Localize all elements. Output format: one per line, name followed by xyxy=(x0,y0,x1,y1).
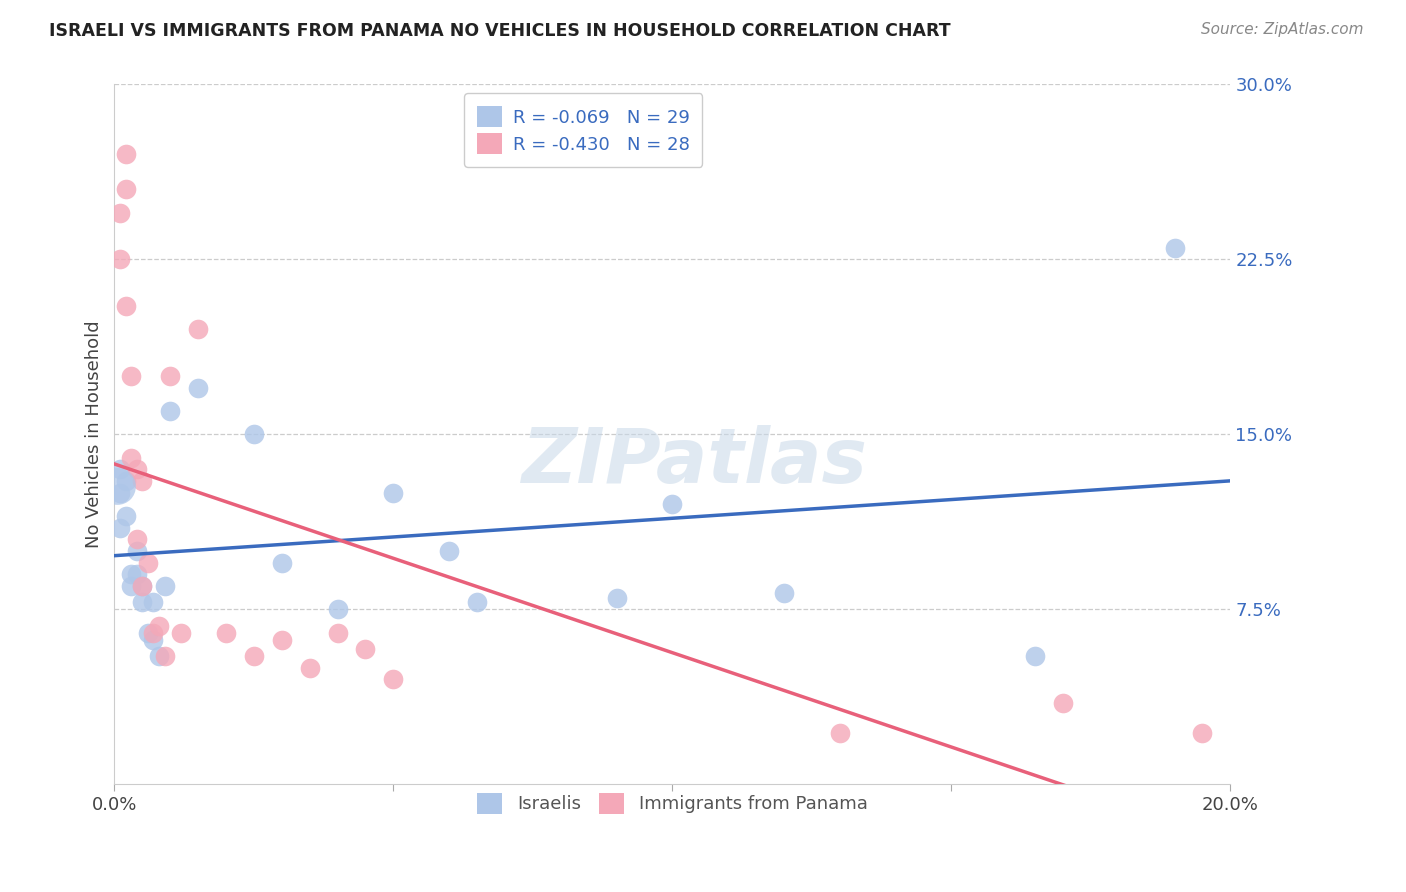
Point xyxy=(114,509,136,524)
Point xyxy=(114,299,136,313)
Point xyxy=(148,619,170,633)
Point xyxy=(1024,649,1046,664)
Point xyxy=(142,632,165,647)
Point xyxy=(142,625,165,640)
Point xyxy=(125,462,148,476)
Point xyxy=(159,369,181,384)
Point xyxy=(153,649,176,664)
Point xyxy=(354,642,377,657)
Point xyxy=(136,625,159,640)
Point xyxy=(131,579,153,593)
Point xyxy=(120,450,142,465)
Point xyxy=(108,485,131,500)
Text: ZIPatlas: ZIPatlas xyxy=(522,425,868,500)
Legend: Israelis, Immigrants from Panama: Israelis, Immigrants from Panama xyxy=(467,782,879,824)
Point xyxy=(298,661,321,675)
Y-axis label: No Vehicles in Household: No Vehicles in Household xyxy=(86,320,103,549)
Point xyxy=(153,579,176,593)
Point xyxy=(243,427,266,442)
Point xyxy=(114,182,136,196)
Point xyxy=(120,369,142,384)
Point xyxy=(465,595,488,609)
Point xyxy=(382,673,405,687)
Point xyxy=(108,462,131,476)
Point xyxy=(108,521,131,535)
Point xyxy=(125,533,148,547)
Point xyxy=(1052,696,1074,710)
Point xyxy=(125,567,148,582)
Point xyxy=(136,556,159,570)
Point xyxy=(108,252,131,267)
Point xyxy=(661,498,683,512)
Point xyxy=(326,625,349,640)
Point xyxy=(148,649,170,664)
Point xyxy=(1191,726,1213,740)
Point xyxy=(114,474,136,488)
Point xyxy=(187,381,209,395)
Point xyxy=(382,485,405,500)
Point xyxy=(170,625,193,640)
Point xyxy=(108,206,131,220)
Text: ISRAELI VS IMMIGRANTS FROM PANAMA NO VEHICLES IN HOUSEHOLD CORRELATION CHART: ISRAELI VS IMMIGRANTS FROM PANAMA NO VEH… xyxy=(49,22,950,40)
Point xyxy=(131,579,153,593)
Point xyxy=(606,591,628,605)
Point xyxy=(437,544,460,558)
Point xyxy=(114,147,136,161)
Point xyxy=(120,579,142,593)
Text: Source: ZipAtlas.com: Source: ZipAtlas.com xyxy=(1201,22,1364,37)
Point xyxy=(215,625,238,640)
Point xyxy=(243,649,266,664)
Point xyxy=(828,726,851,740)
Point xyxy=(125,544,148,558)
Point xyxy=(270,632,292,647)
Point xyxy=(326,602,349,616)
Point xyxy=(105,479,128,493)
Point xyxy=(159,404,181,418)
Point xyxy=(142,595,165,609)
Point xyxy=(120,567,142,582)
Point xyxy=(773,586,796,600)
Point xyxy=(131,474,153,488)
Point xyxy=(131,595,153,609)
Point xyxy=(1163,241,1185,255)
Point xyxy=(270,556,292,570)
Point xyxy=(187,322,209,336)
